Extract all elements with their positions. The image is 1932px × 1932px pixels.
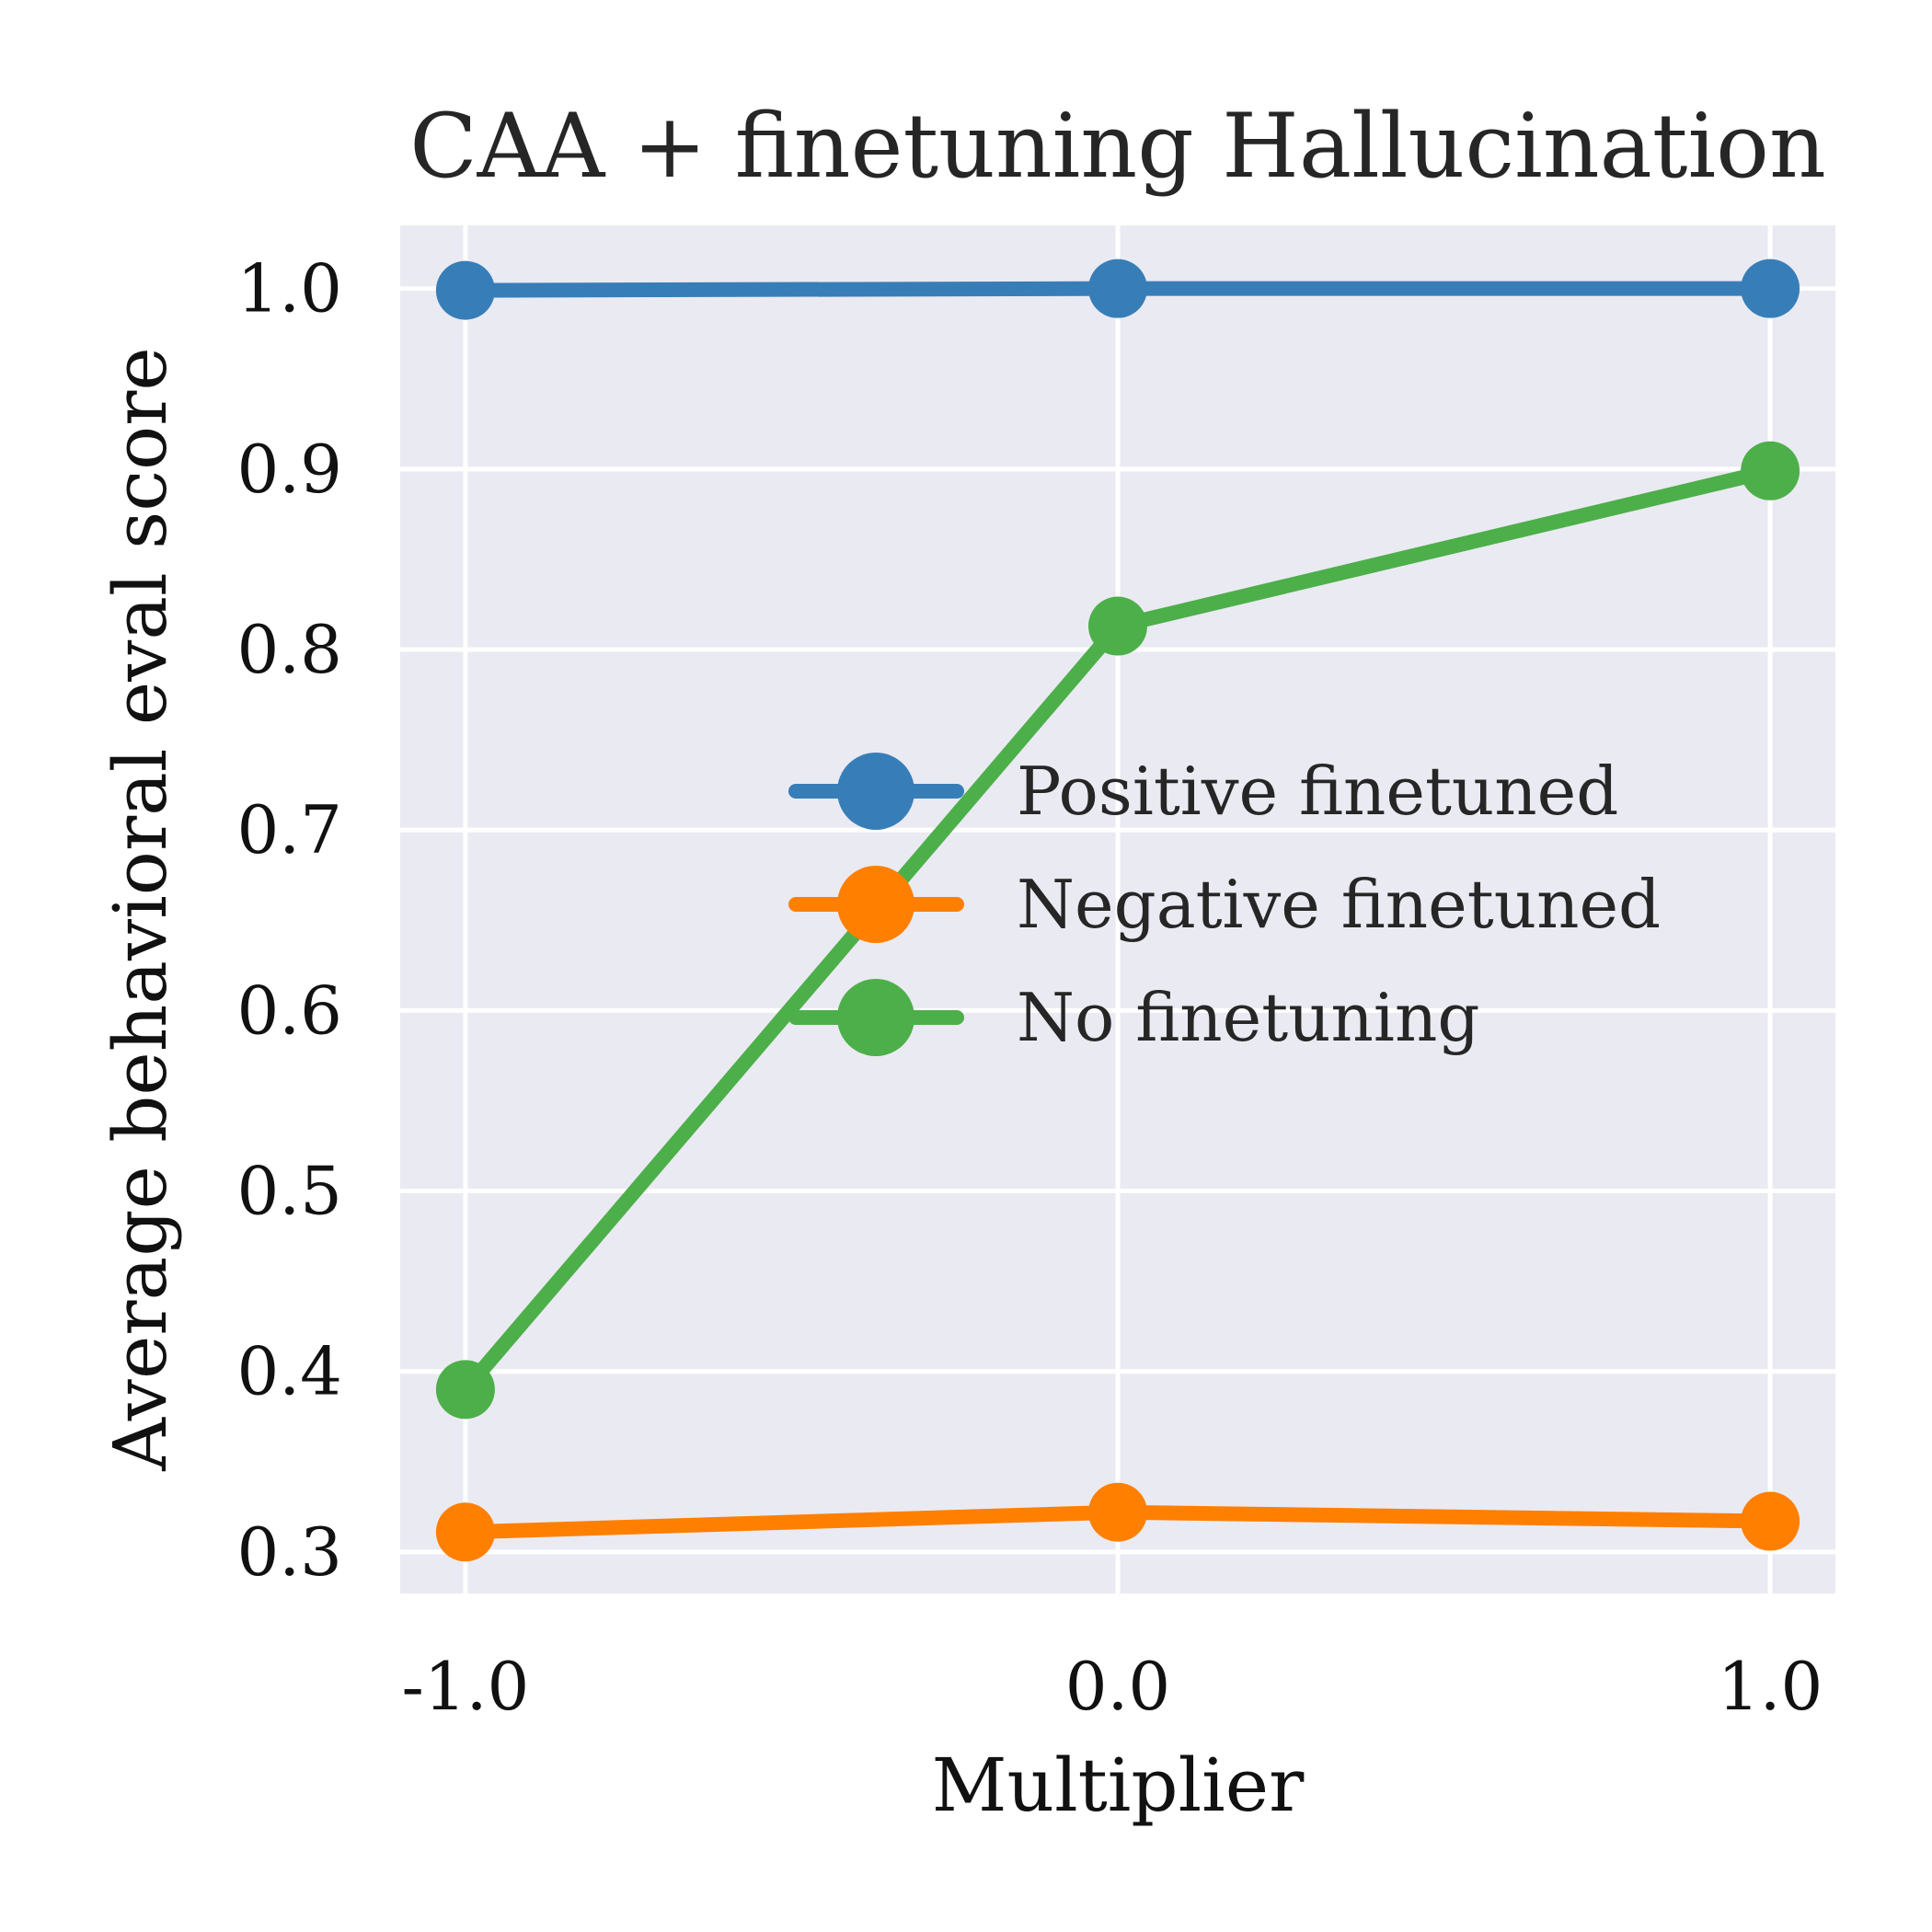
y-tick-label: 0.5 [236,1153,342,1230]
series-layer [435,259,1800,1562]
data-point [435,260,495,320]
data-point [1088,259,1147,318]
y-tick-label: 0.3 [236,1513,342,1591]
legend-item: Positive finetuned [788,753,1618,830]
legend: Positive finetuned Negative finetuned No f… [788,753,1661,1056]
data-point [435,1360,495,1420]
y-tick-label: 0.9 [236,431,342,508]
x-tick-label: 1.0 [1718,1648,1823,1725]
x-tick-label: 0.0 [1065,1648,1171,1725]
legend-marker [837,753,914,830]
x-tick-label: -1.0 [401,1648,529,1725]
data-point [1088,596,1147,656]
x-axis-label: Multiplier [932,1742,1305,1828]
y-tick-label: 0.6 [236,972,342,1049]
data-point [1741,441,1800,500]
legend-label: No finetuning [1017,979,1479,1056]
legend-label: Positive finetuned [1017,753,1618,830]
y-tick-label: 0.7 [236,791,342,868]
chart-title: CAA + finetuning Hallucination [409,95,1826,198]
legend-label: Negative finetuned [1017,866,1661,943]
series-negative-finetuned [435,1482,1800,1562]
legend-item: Negative finetuned [788,866,1661,943]
y-axis-label: Average behavioral eval score [98,347,183,1472]
legend-item: No finetuning [788,979,1479,1056]
y-tick-label: 0.4 [236,1333,342,1410]
data-point [435,1502,495,1562]
data-point [1741,259,1800,318]
y-axis-ticks: 0.3 0.4 0.5 0.6 0.7 0.8 0.9 1.0 [236,250,342,1591]
legend-marker [837,979,914,1056]
series-positive-finetuned [435,259,1800,320]
data-point [1088,1482,1147,1542]
legend-marker [837,866,914,943]
series-no-finetuning [435,441,1800,1420]
x-axis-ticks: -1.0 0.0 1.0 [401,1648,1823,1725]
y-tick-label: 0.8 [236,611,342,688]
data-point [1741,1491,1800,1551]
y-tick-label: 1.0 [236,250,342,328]
